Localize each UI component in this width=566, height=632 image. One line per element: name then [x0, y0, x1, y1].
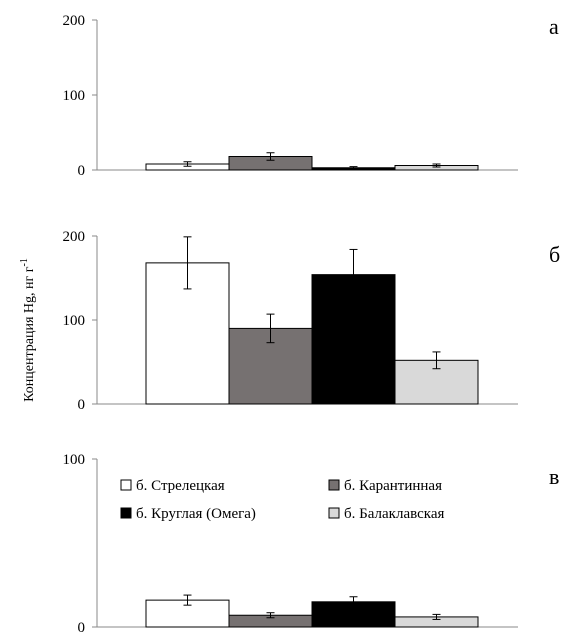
legend-swatch — [328, 507, 340, 519]
y-tick-label: 100 — [63, 313, 86, 329]
legend-item: б. Стрелецкая — [120, 478, 225, 494]
y-tick-label: 100 — [63, 452, 86, 468]
legend-label: б. Стрелецкая — [136, 478, 225, 494]
panel-в: 0 100 в — [63, 452, 560, 632]
legend-swatch — [120, 507, 132, 519]
y-tick-label: 200 — [63, 229, 86, 245]
y-tick-label: 0 — [78, 163, 86, 179]
legend: б. Стрелецкая б. Карантинная б. Круглая (О… — [120, 478, 444, 522]
panel-letter: а — [549, 14, 559, 39]
y-tick-label: 200 — [63, 13, 86, 29]
y-tick-label: 100 — [63, 88, 86, 104]
legend-item: б. Круглая (Омега) — [120, 506, 256, 522]
legend-swatch — [328, 479, 340, 491]
bar — [394, 359, 479, 405]
legend-label: б. Балаклавская — [344, 506, 444, 522]
legend-label: б. Карантинная — [344, 478, 442, 494]
panels: 0 100 200 а 0 100 200 б 0 100 в — [63, 13, 561, 632]
y-tick-label: 0 — [78, 397, 86, 413]
legend-label: б. Круглая (Омега) — [136, 506, 256, 522]
y-tick-label: 0 — [78, 620, 86, 632]
panel-а: 0 100 200 а — [63, 13, 560, 179]
legend-item: б. Балаклавская — [328, 506, 444, 522]
panel-letter: б — [549, 242, 560, 267]
panel-letter: в — [549, 464, 559, 489]
legend-swatch — [120, 479, 132, 491]
panel-б: 0 100 200 б — [63, 229, 561, 413]
y-axis-label: Концентрация Hg, нг г-1 — [19, 258, 37, 402]
legend-item: б. Карантинная — [328, 478, 442, 494]
